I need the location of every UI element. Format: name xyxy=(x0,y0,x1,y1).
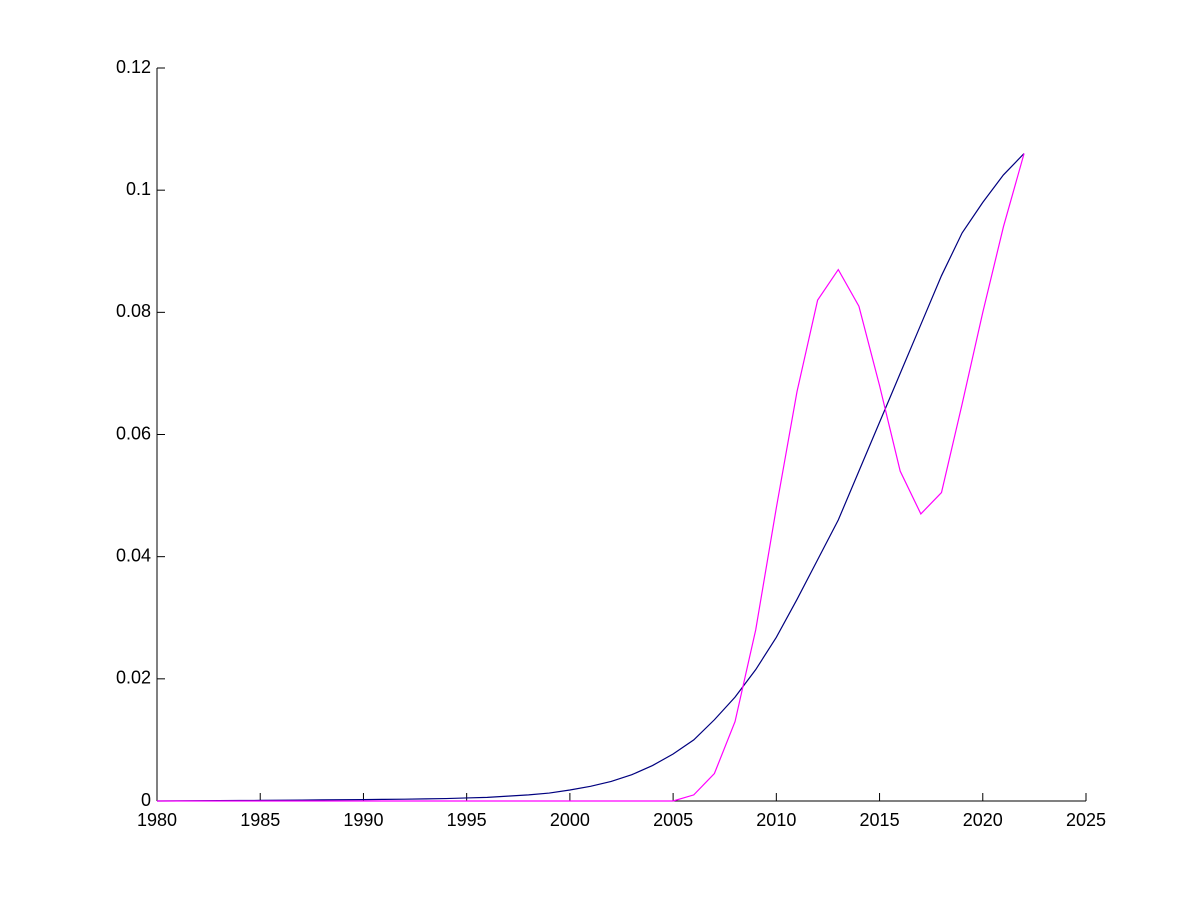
x-tick-label: 1980 xyxy=(137,810,177,830)
y-tick-label: 0.12 xyxy=(116,57,151,77)
x-tick-label: 2015 xyxy=(860,810,900,830)
y-tick-label: 0.04 xyxy=(116,545,151,565)
series-line xyxy=(156,153,1025,802)
x-tick-label: 1990 xyxy=(343,810,383,830)
x-tick-label: 2010 xyxy=(756,810,796,830)
y-tick-label: 0.02 xyxy=(116,668,151,688)
x-tick-label: 2025 xyxy=(1066,810,1106,830)
series-line xyxy=(157,153,1025,802)
x-tick-label: 2020 xyxy=(963,810,1003,830)
y-tick-label: 0.1 xyxy=(126,179,151,199)
y-tick-label: 0.06 xyxy=(116,423,151,443)
x-tick-label: 1985 xyxy=(240,810,280,830)
y-tick-label: 0 xyxy=(141,790,151,810)
x-tick-label: 2000 xyxy=(550,810,590,830)
x-tick-label: 2005 xyxy=(653,810,693,830)
y-tick-label: 0.08 xyxy=(116,301,151,321)
x-tick-label: 1995 xyxy=(447,810,487,830)
